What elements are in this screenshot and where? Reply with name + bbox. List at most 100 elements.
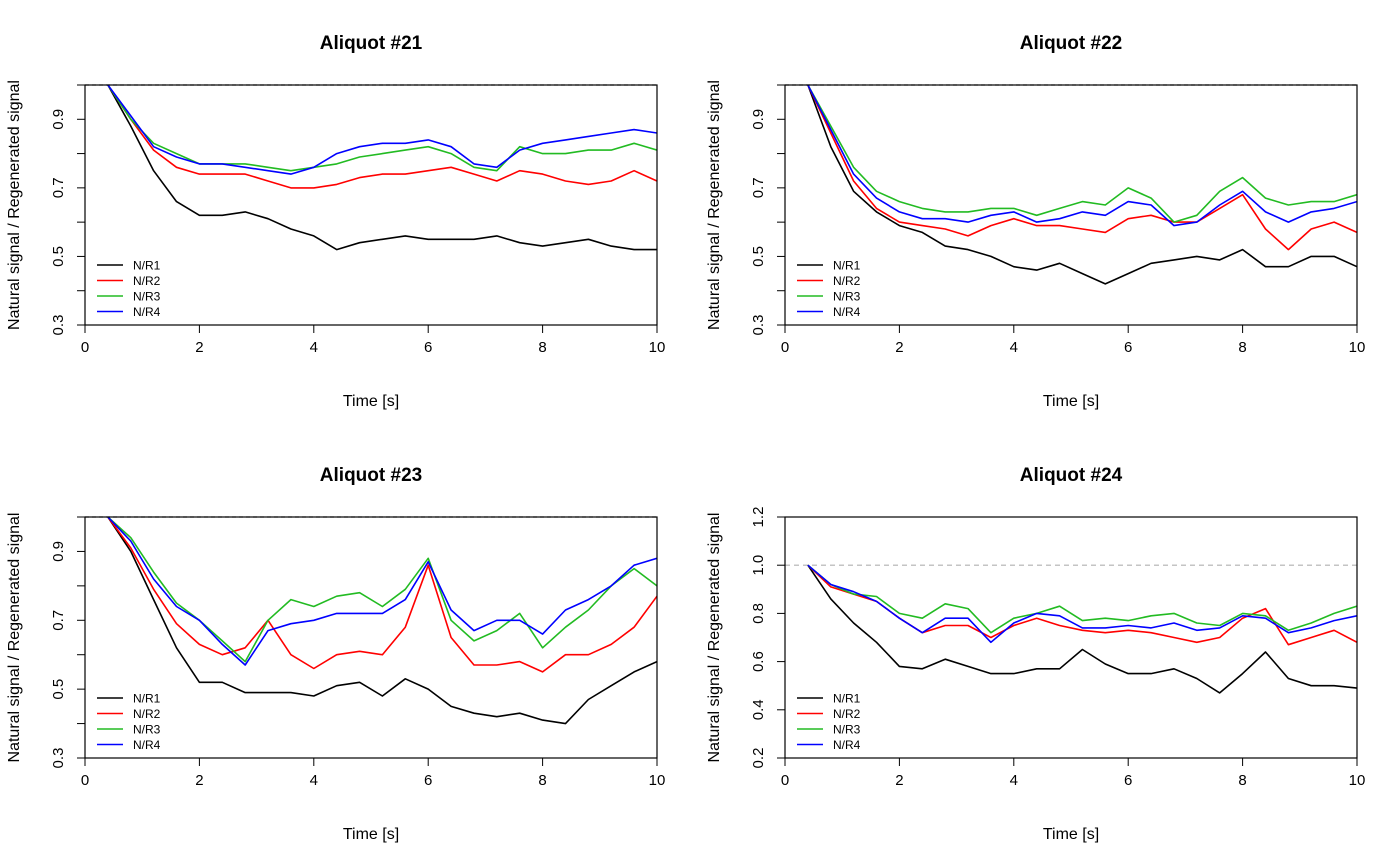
x-tick-label: 8 [1238, 772, 1246, 789]
legend-label: N/R2 [133, 707, 161, 721]
y-tick-label: 0.9 [50, 541, 67, 562]
x-tick-label: 2 [195, 772, 203, 789]
series-line-nr3 [107, 85, 657, 172]
legend-label: N/R1 [133, 692, 161, 706]
legend-label: N/R4 [133, 738, 161, 752]
series-line-nr4 [807, 85, 1357, 227]
series-line-nr3 [807, 85, 1357, 223]
x-axis-label: Time [s] [343, 393, 399, 410]
x-tick-label: 4 [310, 339, 318, 356]
series-line-nr1 [107, 517, 657, 725]
x-tick-label: 8 [538, 339, 546, 356]
x-axis-label: Time [s] [1043, 826, 1099, 843]
x-tick-label: 10 [649, 339, 666, 356]
legend-label: N/R3 [833, 723, 861, 737]
plot-area [807, 564, 1357, 694]
legend-label: N/R3 [133, 723, 161, 737]
chart-panel-4: Aliquot #24 0 2 4 6 8 10 0.2 0.4 0.6 0.8 1.0 1.2 Time… [706, 465, 1365, 843]
y-tick-label: 0.3 [750, 315, 767, 336]
x-tick-label: 0 [81, 772, 89, 789]
x-tick-label: 8 [538, 772, 546, 789]
series-line-nr4 [807, 564, 1357, 644]
x-tick-label: 0 [781, 339, 789, 356]
plot-frame [84, 516, 658, 759]
legend-label: N/R3 [133, 290, 161, 304]
chart-panel-1: Aliquot #21 0 2 4 6 8 10 0.3 0.5 0.7 0.9 Time [s] Na… [6, 33, 665, 410]
x-tick-label: 10 [1349, 339, 1366, 356]
y-tick-label: 0.8 [750, 603, 767, 624]
y-tick-label: 0.2 [750, 748, 767, 769]
legend-label: N/R4 [833, 738, 861, 752]
y-tick-label: 0.5 [750, 246, 767, 267]
y-axis-label: Natural signal / Regenerated signal [6, 80, 23, 330]
chart-title: Aliquot #22 [1020, 33, 1122, 54]
x-tick-label: 2 [895, 339, 903, 356]
legend: N/R1N/R2 N/R3N/R4 [97, 259, 161, 319]
x-tick-label: 4 [1010, 339, 1018, 356]
legend-label: N/R1 [133, 259, 161, 273]
y-tick-label: 0.5 [50, 246, 67, 267]
series-line-nr2 [807, 564, 1357, 646]
x-tick-label: 0 [81, 339, 89, 356]
plot-area [107, 85, 657, 251]
y-tick-label: 0.5 [50, 679, 67, 700]
x-tick-label: 6 [424, 772, 432, 789]
plot-frame [784, 516, 1358, 759]
legend-label: N/R2 [133, 274, 161, 288]
y-tick-label: 0.3 [50, 748, 67, 769]
y-tick-label: 0.7 [750, 177, 767, 198]
x-axis-label: Time [s] [1043, 393, 1099, 410]
x-tick-label: 2 [195, 339, 203, 356]
legend-label: N/R4 [133, 305, 161, 319]
series-line-nr2 [807, 85, 1357, 251]
legend: N/R1N/R2 N/R3N/R4 [797, 259, 861, 319]
legend: N/R1N/R2 N/R3N/R4 [97, 692, 161, 752]
x-axis-label: Time [s] [343, 826, 399, 843]
x-tick-label: 6 [1124, 339, 1132, 356]
plot-area [807, 85, 1357, 285]
chart-panel-3: Aliquot #23 0 2 4 6 8 10 0.3 0.5 0.7 0.9 Time [s] Na… [6, 465, 665, 843]
chart-panel-2: Aliquot #22 0 2 4 6 8 10 0.3 0.5 0.7 0.9 Time [s] Na… [706, 33, 1365, 410]
series-line-nr2 [107, 517, 657, 673]
y-tick-label: 0.9 [750, 109, 767, 130]
plot-frame [784, 84, 1358, 326]
plot-area [107, 517, 657, 725]
y-axis-label: Natural signal / Regenerated signal [706, 513, 723, 763]
series-line-nr3 [107, 517, 657, 663]
series-line-nr3 [807, 564, 1357, 634]
y-tick-label: 0.6 [750, 651, 767, 672]
y-tick-label: 1.2 [750, 507, 767, 528]
legend-label: N/R1 [833, 692, 861, 706]
x-tick-label: 10 [649, 772, 666, 789]
plot-frame [84, 84, 658, 326]
x-tick-label: 6 [1124, 772, 1132, 789]
y-tick-label: 0.3 [50, 315, 67, 336]
legend-label: N/R3 [833, 290, 861, 304]
chart-title: Aliquot #23 [320, 465, 422, 486]
x-tick-label: 6 [424, 339, 432, 356]
y-tick-label: 0.4 [750, 699, 767, 720]
y-axis-label: Natural signal / Regenerated signal [6, 513, 23, 763]
chart-title: Aliquot #24 [1020, 465, 1123, 486]
y-tick-label: 0.7 [50, 177, 67, 198]
series-line-nr1 [807, 85, 1357, 285]
x-tick-label: 0 [781, 772, 789, 789]
legend-label: N/R4 [833, 305, 861, 319]
x-tick-label: 2 [895, 772, 903, 789]
series-line-nr4 [107, 517, 657, 666]
x-tick-label: 4 [1010, 772, 1018, 789]
y-tick-label: 0.9 [50, 109, 67, 130]
x-tick-label: 10 [1349, 772, 1366, 789]
series-line-nr2 [107, 85, 657, 189]
y-tick-label: 0.7 [50, 610, 67, 631]
legend-label: N/R2 [833, 707, 861, 721]
y-axis-label: Natural signal / Regenerated signal [706, 80, 723, 330]
legend-label: N/R2 [833, 274, 861, 288]
legend-label: N/R1 [833, 259, 861, 273]
x-tick-label: 4 [310, 772, 318, 789]
x-tick-label: 8 [1238, 339, 1246, 356]
chart-title: Aliquot #21 [320, 33, 423, 54]
series-line-nr1 [107, 85, 657, 251]
series-line-nr1 [807, 564, 1357, 694]
series-line-nr4 [107, 85, 657, 175]
